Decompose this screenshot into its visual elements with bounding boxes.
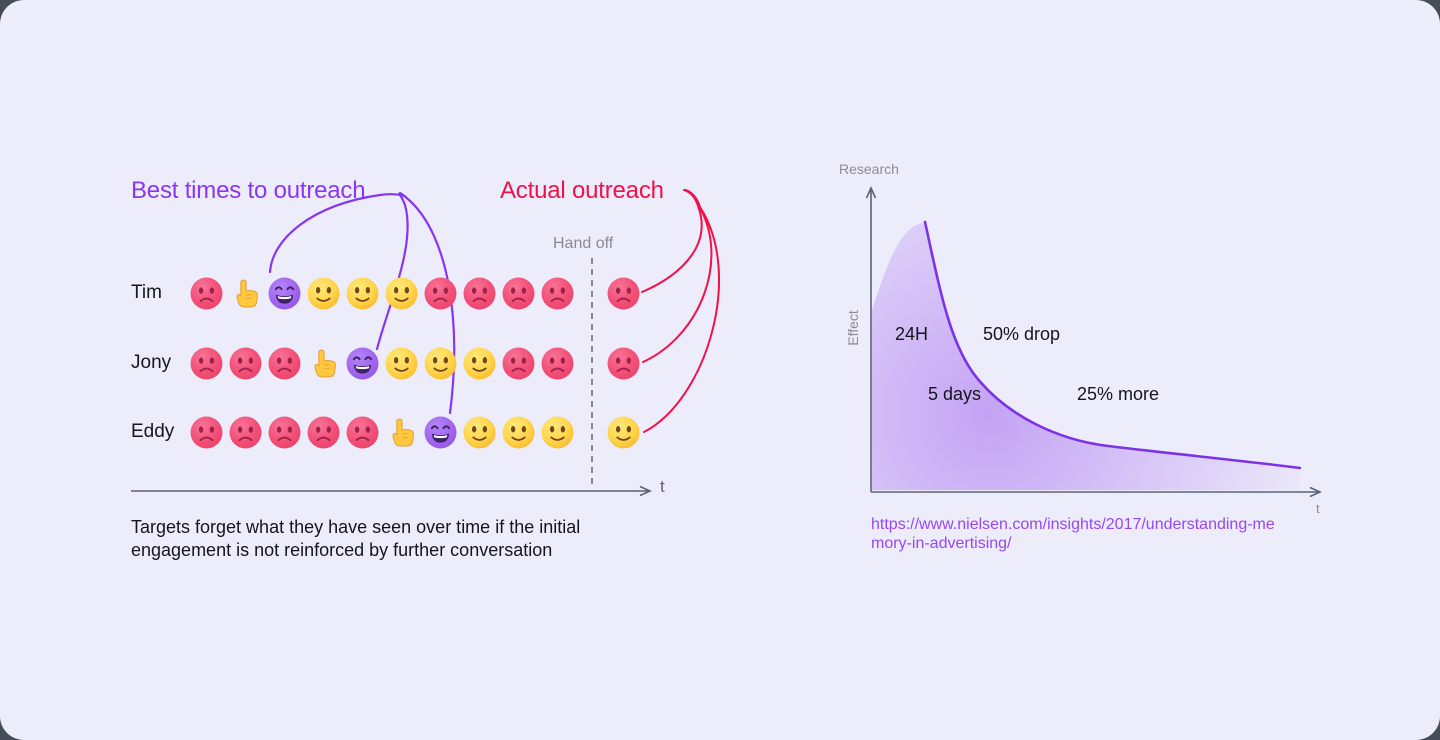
grinning-face-emoji: [268, 277, 301, 310]
sad-face-emoji: [268, 347, 301, 380]
effect-y-axis: [865, 186, 877, 492]
sad-face-emoji: [190, 277, 223, 310]
sad-face-emoji: [190, 347, 223, 380]
actual-arrow-eddy: [643, 189, 721, 433]
time-axis-label: t: [660, 477, 665, 496]
sad-face-emoji: [307, 416, 340, 449]
nielsen-link-line-1: https://www.nielsen.com/insights/2017/un…: [871, 516, 1275, 533]
sad-face-emoji: [229, 347, 262, 380]
chart-time-axis-label: t: [1316, 501, 1320, 516]
sad-face-emoji: [190, 416, 223, 449]
annotation-5-days: 5 days: [928, 384, 982, 404]
grinning-face-emoji: [424, 416, 457, 449]
decay-curve: [923, 220, 1302, 470]
smiling-face-emoji: [346, 277, 379, 310]
best-times-arrow-tim: [268, 193, 406, 274]
sad-face-emoji: [541, 347, 574, 380]
smiling-face-emoji: [502, 416, 535, 449]
row-label: Jony: [131, 352, 172, 373]
smiling-face-emoji: [541, 416, 574, 449]
actual-arrow-jony: [642, 189, 713, 363]
annotation-50-drop: 50% drop: [983, 324, 1061, 344]
time-x-axis: [871, 486, 1322, 498]
sad-face-emoji: [607, 347, 640, 380]
sad-face-emoji: [229, 416, 262, 449]
actual-outreach-title: Actual outreach: [500, 177, 664, 204]
sad-face-emoji: [424, 277, 457, 310]
nielsen-link-line-2: mory-in-advertising/: [871, 535, 1012, 552]
annotation-24h: 24H: [895, 324, 929, 344]
sad-face-emoji: [463, 277, 496, 310]
annotation-25-more: 25% more: [1077, 384, 1160, 404]
sad-face-emoji: [346, 416, 379, 449]
smiling-face-emoji: [607, 416, 640, 449]
best-times-title: Best times to outreach: [131, 177, 366, 204]
grinning-face-emoji: [346, 347, 379, 380]
sad-face-emoji: [607, 277, 640, 310]
effect-axis-label: Effect: [845, 310, 861, 346]
smiling-face-emoji: [385, 277, 418, 310]
smiling-face-emoji: [424, 347, 457, 380]
decay-area: [872, 222, 1300, 490]
sad-face-emoji: [541, 277, 574, 310]
sad-face-emoji: [502, 347, 535, 380]
nielsen-link[interactable]: https://www.nielsen.com/insights/2017/un…: [871, 515, 1275, 553]
caption-line-2: engagement is not reinforced by further …: [131, 540, 553, 560]
outreach-row-tim: Tim: [131, 276, 646, 310]
pointing-up-emoji: [307, 347, 340, 380]
pointing-up-emoji: [229, 277, 262, 310]
row-label: Tim: [131, 282, 162, 303]
outreach-row-jony: Jony: [131, 346, 646, 380]
smiling-face-emoji: [463, 347, 496, 380]
smiling-face-emoji: [463, 416, 496, 449]
actual-arrow-tim: [641, 189, 703, 293]
handoff-label: Hand off: [553, 235, 614, 252]
sad-face-emoji: [502, 277, 535, 310]
research-label: Research: [839, 161, 899, 177]
smiling-face-emoji: [385, 347, 418, 380]
best-times-arrow-jony: [375, 192, 409, 351]
caption-line-1: Targets forget what they have seen over …: [131, 517, 581, 537]
smiling-face-emoji: [307, 277, 340, 310]
row-label: Eddy: [131, 421, 175, 442]
pointing-up-emoji: [385, 416, 418, 449]
time-axis: [131, 485, 652, 497]
outreach-row-eddy: Eddy: [131, 415, 646, 449]
sad-face-emoji: [268, 416, 301, 449]
